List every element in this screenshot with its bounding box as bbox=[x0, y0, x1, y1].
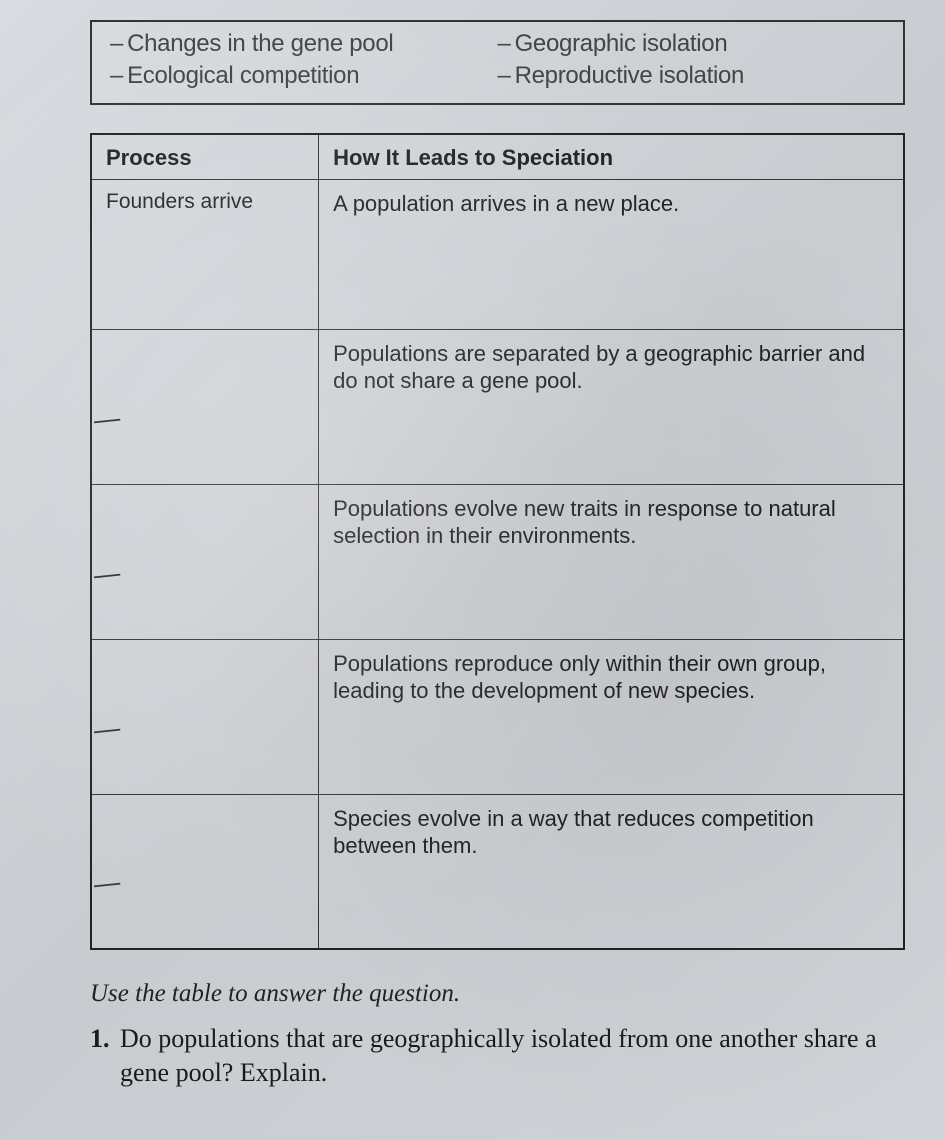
table-row: — Populations reproduce only within thei… bbox=[91, 639, 904, 794]
word-bank-text: Ecological competition bbox=[127, 62, 359, 89]
question-text: Do populations that are geographically i… bbox=[120, 1022, 905, 1089]
table-row: — Species evolve in a way that reduces c… bbox=[91, 794, 904, 949]
word-bank-item: –Reproductive isolation bbox=[498, 60, 886, 92]
question-1: 1. Do populations that are geographicall… bbox=[90, 1022, 905, 1089]
word-bank-col-right: –Geographic isolation –Reproductive isol… bbox=[498, 28, 886, 93]
description-cell: Species evolve in a way that reduces com… bbox=[319, 794, 904, 949]
description-cell: Populations reproduce only within their … bbox=[319, 639, 904, 794]
table-header-description: How It Leads to Speciation bbox=[319, 134, 904, 180]
word-bank-item: –Geographic isolation bbox=[498, 28, 886, 60]
table-row: — Populations evolve new traits in respo… bbox=[91, 484, 904, 639]
dash-icon: – bbox=[110, 30, 123, 57]
table-row: — Populations are separated by a geograp… bbox=[91, 329, 904, 484]
process-cell[interactable]: — bbox=[91, 794, 319, 949]
instruction-text: Use the table to answer the question. bbox=[90, 980, 905, 1008]
handwritten-dash-icon: — bbox=[93, 558, 122, 591]
word-bank-text: Geographic isolation bbox=[515, 30, 728, 57]
speciation-table: Process How It Leads to Speciation Found… bbox=[90, 133, 905, 951]
dash-icon: – bbox=[498, 62, 511, 89]
table-header-row: Process How It Leads to Speciation bbox=[91, 134, 904, 180]
description-cell: Populations are separated by a geographi… bbox=[319, 329, 904, 484]
table-row: Founders arrive A population arrives in … bbox=[91, 179, 904, 329]
process-cell[interactable]: Founders arrive bbox=[91, 179, 319, 329]
handwritten-dash-icon: — bbox=[93, 713, 122, 746]
word-bank-text: Changes in the gene pool bbox=[127, 30, 393, 57]
dash-icon: – bbox=[498, 30, 511, 57]
word-bank-item: –Changes in the gene pool bbox=[110, 28, 498, 60]
dash-icon: – bbox=[110, 62, 123, 89]
word-bank-item: –Ecological competition bbox=[110, 60, 498, 92]
handwritten-dash-icon: — bbox=[93, 403, 122, 436]
word-bank-box: –Changes in the gene pool –Ecological co… bbox=[90, 20, 905, 105]
description-cell: A population arrives in a new place. bbox=[319, 179, 904, 329]
question-number: 1. bbox=[90, 1022, 112, 1089]
table-header-process: Process bbox=[91, 134, 319, 180]
process-cell[interactable]: — bbox=[91, 329, 319, 484]
word-bank-col-left: –Changes in the gene pool –Ecological co… bbox=[110, 28, 498, 93]
handwritten-dash-icon: — bbox=[93, 867, 122, 900]
process-cell[interactable]: — bbox=[91, 484, 319, 639]
description-cell: Populations evolve new traits in respons… bbox=[319, 484, 904, 639]
process-cell[interactable]: — bbox=[91, 639, 319, 794]
word-bank-text: Reproductive isolation bbox=[515, 62, 745, 89]
process-text: Founders arrive bbox=[106, 190, 253, 213]
